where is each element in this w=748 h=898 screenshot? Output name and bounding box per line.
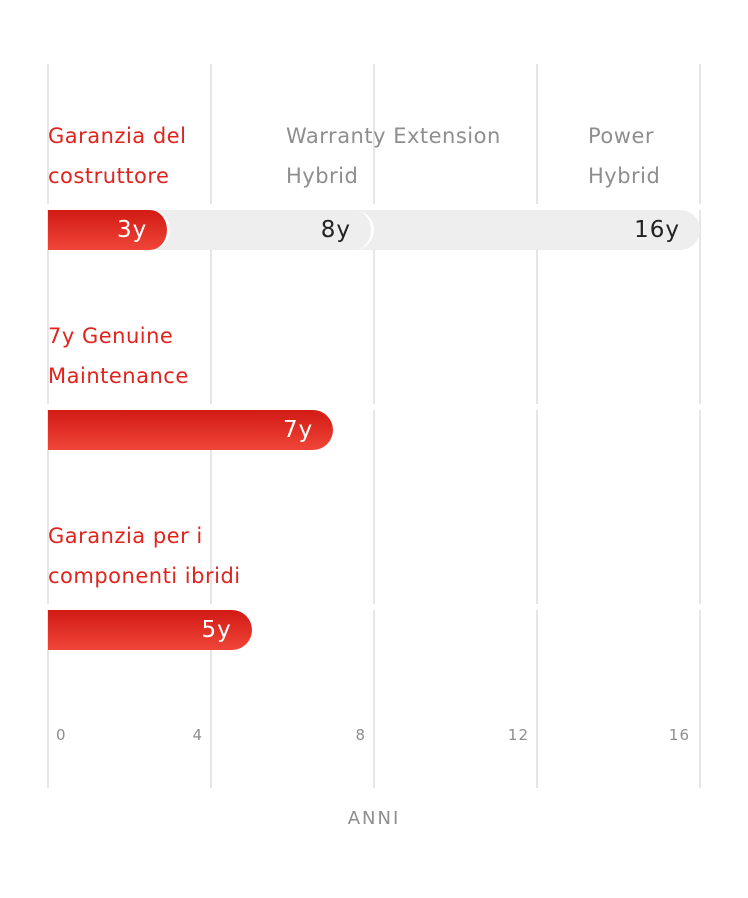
grid-line xyxy=(536,64,538,788)
x-tick-label: 8 xyxy=(355,726,366,744)
row-spacer xyxy=(0,404,748,410)
grid-line xyxy=(699,64,701,788)
bar-value-label: 5y xyxy=(201,617,232,643)
bar-value-label: 8y xyxy=(320,217,351,243)
bar-value-label: 3y xyxy=(117,217,148,243)
row-spacer xyxy=(0,204,748,210)
category-label: Garanzia del costruttore xyxy=(48,124,187,188)
x-tick-label: 4 xyxy=(192,726,203,744)
x-tick-label: 16 xyxy=(668,726,690,744)
bar-value-label: 7y xyxy=(283,417,314,443)
x-tick-label: 0 xyxy=(56,726,67,744)
category-label: 7y Genuine Maintenance xyxy=(48,324,189,388)
category-label: Power Hybrid xyxy=(588,124,661,188)
category-label: Garanzia per i componenti ibridi xyxy=(48,524,241,588)
grid-line xyxy=(373,64,375,788)
x-axis-title: ANNI xyxy=(347,808,401,829)
bar-value-label: 16y xyxy=(634,217,680,243)
bar: 3y xyxy=(48,210,171,250)
x-tick-label: 12 xyxy=(507,726,529,744)
category-label: Warranty Extension Hybrid xyxy=(286,124,501,188)
bar: 7y xyxy=(48,410,334,450)
bar: 5y xyxy=(48,610,252,650)
row-spacer xyxy=(0,604,748,610)
